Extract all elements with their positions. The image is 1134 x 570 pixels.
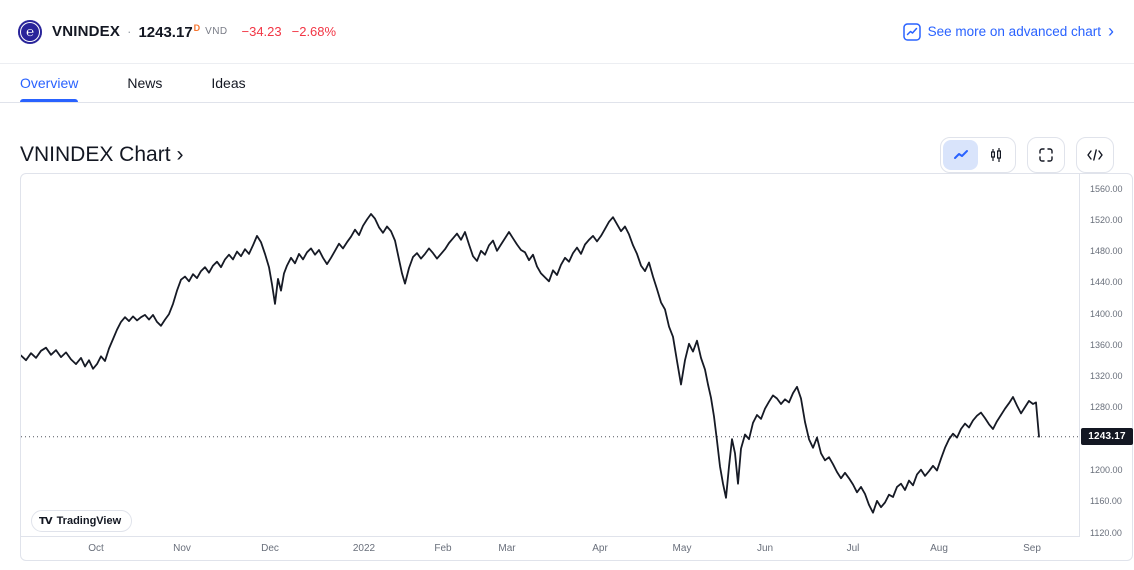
price-axis-label: 1320.00 [1090,371,1123,382]
code-icon [1087,148,1103,161]
chart-widget: 1243.17 1560.00 1520.00 1480.00 1440.00 1400… [20,173,1133,561]
embed-code-button[interactable] [1076,136,1114,173]
price-change: −34.23 [241,24,282,39]
time-axis-label: Mar [498,543,516,554]
last-price: 1243.17D [138,22,201,41]
symbol-header: ℮ VNINDEX · 1243.17D VND −34.23 −2.68% S… [0,0,1134,64]
price-axis[interactable]: 1243.17 1560.00 1520.00 1480.00 1440.00 1400… [1081,174,1133,562]
price-line-chart [21,213,1080,514]
tradingview-attribution[interactable]: TV TradingView [31,510,133,532]
tradingview-logo-icon: TV [39,515,53,527]
chevron-right-icon: › [1108,20,1114,41]
time-axis-label: Feb [434,543,452,554]
price-axis-label: 1360.00 [1090,339,1123,350]
chart-style-toggle [940,136,1016,173]
hose-exchange-logo-icon: ℮ [18,19,42,44]
time-axis-label: Nov [173,543,191,554]
time-axis-label: Apr [592,543,608,554]
time-axis-label: Sep [1023,543,1041,554]
time-axis-label: Dec [261,543,279,554]
advanced-chart-link-label: See more on advanced chart [927,24,1101,39]
dot-separator: · [127,24,132,39]
tab-overview[interactable]: Overview [20,64,79,102]
delayed-data-flag: D [193,22,201,33]
price-axis-label: 1440.00 [1090,277,1123,288]
chart-plot-area[interactable] [21,174,1080,537]
chevron-right-icon: › [176,142,184,166]
advanced-chart-link[interactable]: See more on advanced chart › [902,20,1114,41]
price-axis-label: 1160.00 [1090,496,1122,507]
candlestick-icon [990,147,1001,162]
fullscreen-button[interactable] [1027,136,1065,173]
price-axis-label: 1400.00 [1090,308,1123,319]
mini-chart-icon [902,22,921,41]
time-axis-label: Jul [846,543,860,554]
last-price-badge: 1243.17 [1081,428,1133,446]
candlestick-style-button[interactable] [978,140,1013,170]
chart-section-title[interactable]: VNINDEX Chart › [20,142,184,166]
tab-ideas[interactable]: Ideas [211,75,246,91]
tab-bar: Overview News Ideas [0,64,1134,103]
time-axis-label: Aug [930,543,948,554]
price-series-line [21,213,1040,514]
symbol-name: VNINDEX [52,23,121,40]
active-tab-underline [20,99,79,102]
line-chart-style-button[interactable] [943,139,978,170]
line-chart-icon [953,149,968,159]
price-change-percent: −2.68% [291,24,337,39]
fullscreen-icon [1039,147,1053,162]
tradingview-brand-label: TradingView [56,515,122,527]
price-axis-label: 1280.00 [1090,402,1123,413]
price-axis-label: 1520.00 [1090,214,1123,225]
chart-section-header: VNINDEX Chart › [20,136,1114,173]
currency-label: VND [205,26,228,37]
price-axis-label: 1120.00 [1090,527,1122,538]
price-axis-label: 1200.00 [1090,465,1123,475]
price-axis-label: 1560.00 [1090,183,1123,194]
time-axis-label: May [672,543,692,554]
time-axis-label: Jun [756,543,774,554]
tab-news[interactable]: News [127,75,163,91]
price-axis-label: 1480.00 [1090,246,1123,257]
time-axis-label: 2022 [352,543,376,554]
time-axis-label: Oct [88,543,104,554]
time-axis[interactable]: Oct Nov Dec 2022 Feb Mar Apr May Jun Jul Aug Sep [21,537,1080,561]
